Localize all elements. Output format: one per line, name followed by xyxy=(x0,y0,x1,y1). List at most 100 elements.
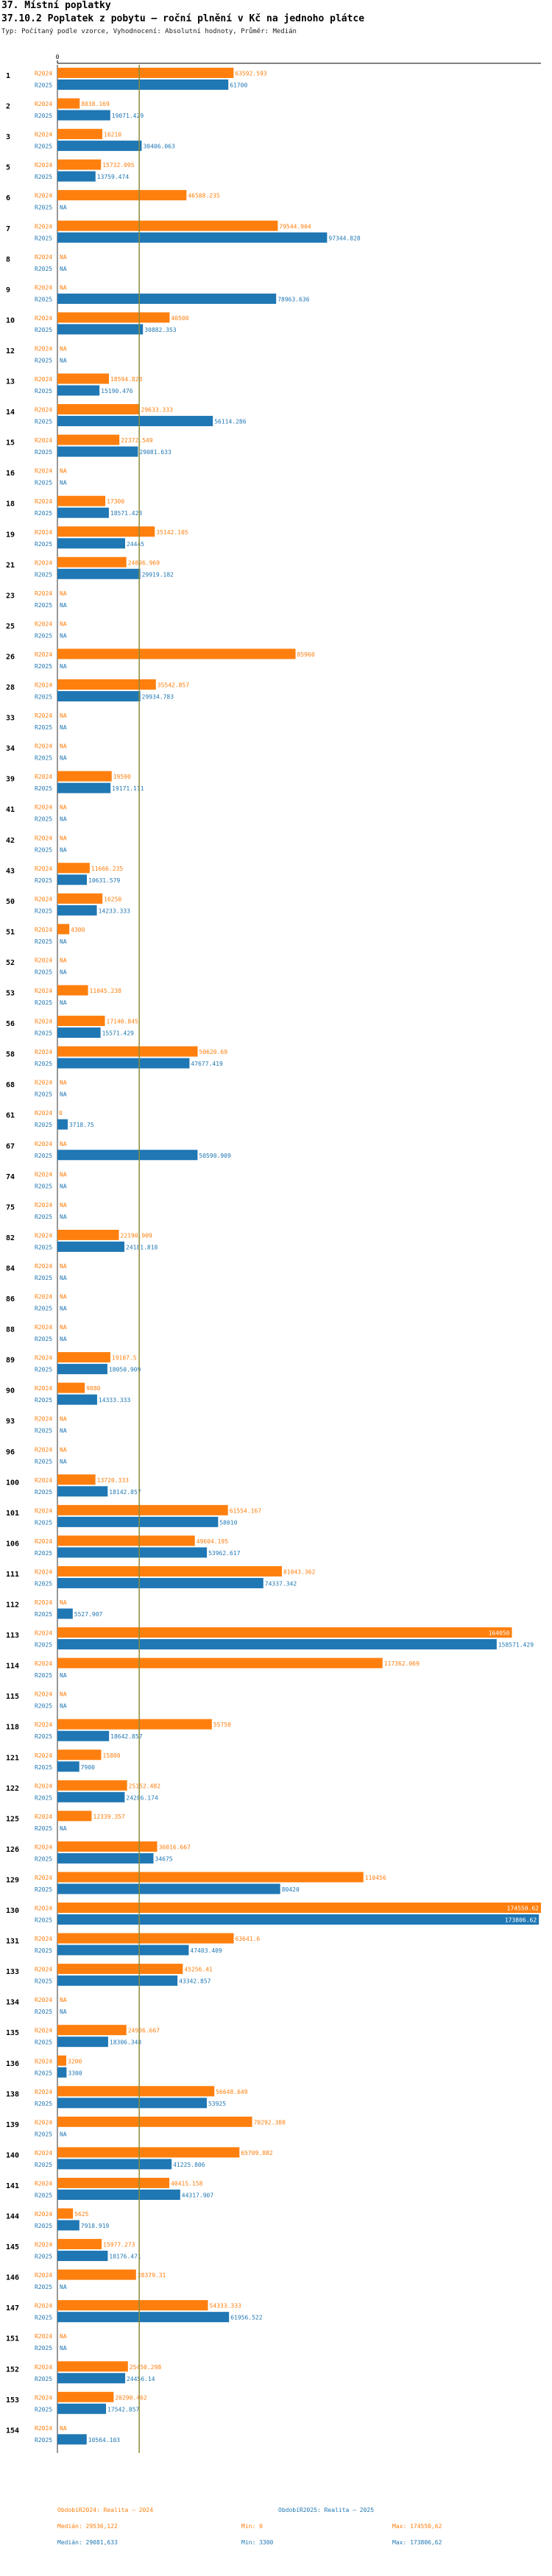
category-label: 75 xyxy=(6,1203,15,1211)
bar-r2024 xyxy=(57,2116,252,2127)
na-label-r2025: NA xyxy=(60,1275,67,1281)
value-label-r2025: 18642.857 xyxy=(110,1733,143,1740)
series-label-r2024: R2024 xyxy=(35,866,52,872)
legend-r2024-median: Medián: 29536,122 xyxy=(57,2523,118,2530)
value-label-r2025: 3718.75 xyxy=(69,1122,94,1128)
series-label-r2024: R2024 xyxy=(35,1936,52,1942)
bar-r2025 xyxy=(57,782,111,793)
series-label-r2025: R2025 xyxy=(35,2376,52,2382)
series-label-r2024: R2024 xyxy=(35,590,52,597)
series-label-r2025: R2025 xyxy=(35,755,52,762)
category-label: 51 xyxy=(6,928,15,936)
na-label-r2024: NA xyxy=(60,1997,67,2003)
category-label: 138 xyxy=(6,2090,19,2098)
na-label-r2024: NA xyxy=(60,1324,67,1331)
series-label-r2024: R2024 xyxy=(35,774,52,780)
na-label-r2025: NA xyxy=(60,1458,67,1465)
series-label-r2024: R2024 xyxy=(35,1783,52,1789)
na-label-r2025: NA xyxy=(60,1703,67,1710)
series-label-r2025: R2025 xyxy=(35,266,52,272)
series-label-r2025: R2025 xyxy=(35,541,52,548)
value-label-r2024: 16210 xyxy=(104,132,121,138)
value-label-r2025: 34675 xyxy=(155,1855,173,1862)
series-label-r2024: R2024 xyxy=(35,2394,52,2401)
value-label-r2024: 9880 xyxy=(86,1385,100,1392)
series-label-r2025: R2025 xyxy=(35,999,52,1006)
series-label-r2025: R2025 xyxy=(35,1978,52,1985)
series-label-r2025: R2025 xyxy=(35,1947,52,1954)
category-label: 39 xyxy=(6,776,15,784)
value-label-r2025: 24445 xyxy=(127,541,144,548)
value-label-r2025: 29919.182 xyxy=(142,571,174,578)
series-label-r2025: R2025 xyxy=(35,1183,52,1189)
value-label-r2024: 40500 xyxy=(171,315,188,322)
category-label: 88 xyxy=(6,1326,15,1334)
series-label-r2024: R2024 xyxy=(35,1477,52,1484)
bar-r2025 xyxy=(57,446,138,457)
category-label: 141 xyxy=(6,2182,19,2190)
value-label-r2025: 50590.909 xyxy=(199,1153,231,1159)
bar-r2025 xyxy=(57,232,328,243)
na-label-r2024: NA xyxy=(60,743,67,750)
na-label-r2025: NA xyxy=(60,2345,67,2352)
legend-r2025-min: Min: 3300 xyxy=(241,2539,274,2546)
series-label-r2024: R2024 xyxy=(35,620,52,627)
bar-r2024 xyxy=(57,1352,110,1363)
value-label-r2025: 3300 xyxy=(68,2070,82,2076)
bar-r2025 xyxy=(57,1730,110,1741)
series-label-r2025: R2025 xyxy=(35,663,52,670)
value-label-r2024: 25450.298 xyxy=(130,2364,162,2371)
value-label-r2024: 16250 xyxy=(104,896,121,902)
value-label-r2025: 30406.063 xyxy=(143,144,175,150)
bar-r2024 xyxy=(57,893,103,904)
series-label-r2024: R2024 xyxy=(35,1355,52,1362)
series-label-r2024: R2024 xyxy=(35,193,52,199)
na-label-r2025: NA xyxy=(60,938,67,945)
series-label-r2025: R2025 xyxy=(35,1703,52,1710)
series-label-r2025: R2025 xyxy=(35,1458,52,1465)
series-label-r2025: R2025 xyxy=(35,1367,52,1373)
bar-r2025 xyxy=(57,507,109,518)
na-label-r2025: NA xyxy=(60,999,67,1006)
value-label-r2024: 25152.482 xyxy=(129,1783,161,1789)
na-label-r2025: NA xyxy=(60,2131,67,2137)
category-label: 118 xyxy=(6,1724,19,1732)
bar-r2025 xyxy=(57,1853,154,1864)
series-label-r2024: R2024 xyxy=(35,1752,52,1759)
value-label-r2024: 18594.828 xyxy=(110,376,143,383)
bar-r2025 xyxy=(57,568,141,579)
bar-r2024 xyxy=(57,679,156,690)
value-label-r2024: 3200 xyxy=(68,2058,82,2064)
value-label-r2025: 47403.409 xyxy=(190,1947,222,1954)
series-label-r2024: R2024 xyxy=(35,1110,52,1117)
category-label: 152 xyxy=(6,2366,19,2374)
value-label-r2025: 29081.633 xyxy=(139,449,171,456)
category-label: 144 xyxy=(6,2213,19,2221)
bar-r2024 xyxy=(57,1016,105,1027)
series-label-r2024: R2024 xyxy=(35,2028,52,2034)
series-label-r2024: R2024 xyxy=(35,1416,52,1423)
na-label-r2024: NA xyxy=(60,1171,67,1178)
bar-r2025 xyxy=(57,1975,178,1986)
value-label-r2024: 117362.069 xyxy=(384,1660,420,1667)
series-label-r2025: R2025 xyxy=(35,1336,52,1342)
series-label-r2024: R2024 xyxy=(35,498,52,505)
value-label-r2025: 30882.353 xyxy=(144,327,177,333)
category-label: 14 xyxy=(6,408,15,417)
bar-r2024 xyxy=(57,1749,102,1761)
value-label-r2024: 11666.235 xyxy=(91,866,124,872)
category-label: 7 xyxy=(6,225,10,233)
series-label-r2025: R2025 xyxy=(35,2345,52,2352)
value-label-r2025: 14333.333 xyxy=(99,1397,131,1404)
value-label-r2025: 15571.429 xyxy=(102,1030,135,1037)
series-label-r2025: R2025 xyxy=(35,1061,52,1067)
na-label-r2025: NA xyxy=(60,480,67,486)
category-label: 146 xyxy=(6,2274,19,2282)
bar-r2024 xyxy=(57,2147,240,2158)
category-label: 125 xyxy=(6,1815,19,1823)
na-label-r2025: NA xyxy=(60,357,67,364)
bar-r2024 xyxy=(57,2391,114,2402)
bar-r2024 xyxy=(57,526,155,537)
series-label-r2025: R2025 xyxy=(35,388,52,394)
bar-r2025 xyxy=(57,1639,497,1650)
